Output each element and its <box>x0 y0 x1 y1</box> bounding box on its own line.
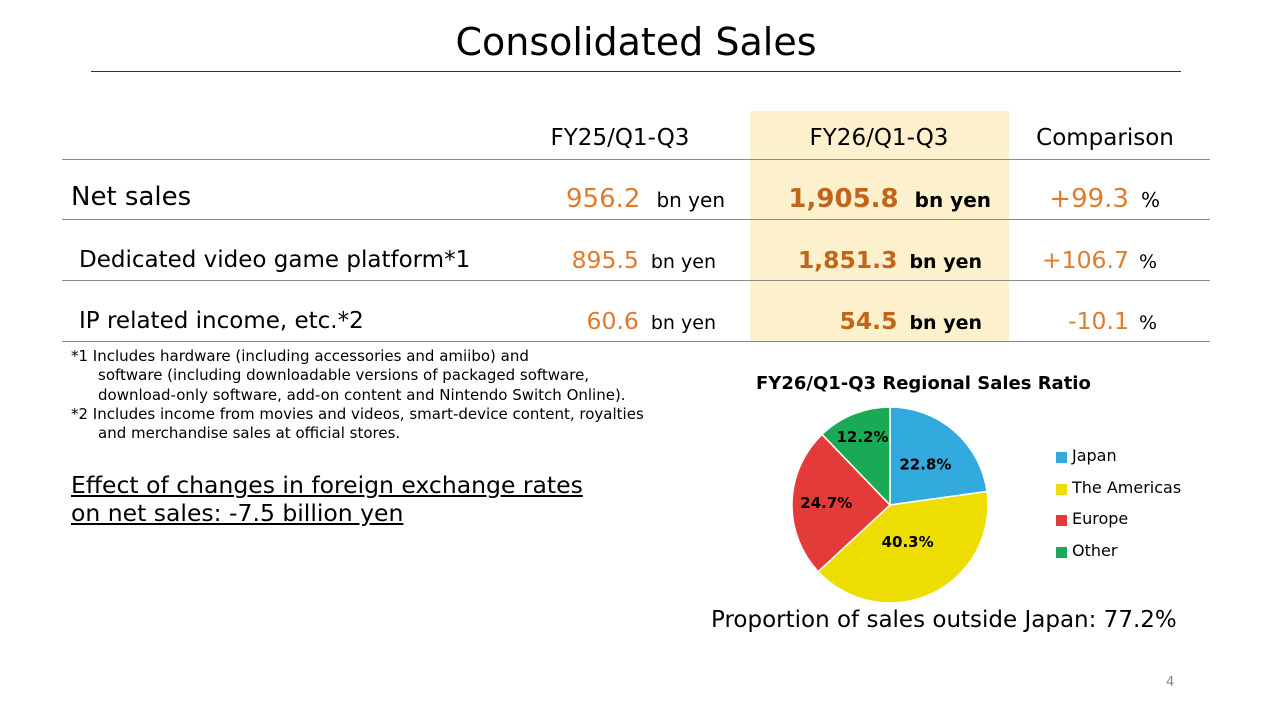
header-fy26: FY26/Q1-Q3 <box>809 125 949 151</box>
ip-fy26-value: 54.5 <box>839 307 898 335</box>
ip-comparison-unit: % <box>1138 312 1157 334</box>
footnote-1-line-2: software (including downloadable version… <box>98 366 590 385</box>
platform-comparison: +106.7% <box>1042 244 1157 279</box>
net-sales-comparison: +99.3% <box>1049 182 1160 219</box>
platform-fy25-value: 895.5 <box>571 246 639 274</box>
page-title: Consolidated Sales <box>455 20 817 64</box>
footnote-1-line-1: *1 Includes hardware (including accessor… <box>71 347 529 365</box>
platform-comparison-unit: % <box>1138 251 1157 273</box>
pie-label-japan: 22.8% <box>899 455 951 473</box>
legend-label-europe: Europe <box>1072 509 1129 528</box>
header-fy25: FY25/Q1-Q3 <box>550 125 690 151</box>
row-label-ip-income: IP related income, etc.*2 <box>79 308 364 334</box>
ip-fy26-unit: bn yen <box>909 312 982 334</box>
legend-label-japan: Japan <box>1072 446 1117 465</box>
pie-chart-title: FY26/Q1-Q3 Regional Sales Ratio <box>756 373 1091 394</box>
header-comparison: Comparison <box>1036 125 1174 151</box>
fx-effect-line-2: on net sales: -7.5 billion yen <box>71 499 404 527</box>
legend-label-other: Other <box>1072 540 1118 560</box>
footnote-2-line-2: and merchandise sales at official stores… <box>98 424 401 443</box>
platform-fy25: 895.5 bn yen <box>572 244 716 279</box>
page-number: 4 <box>1166 675 1175 690</box>
pie-slice-other <box>820 406 891 507</box>
legend-swatch-europe <box>1056 515 1067 526</box>
pie-label-the-americas: 40.3% <box>882 533 934 551</box>
pie-slice-europe <box>791 433 892 573</box>
table-rule-header <box>62 159 1210 160</box>
table-rule-row3 <box>62 341 1210 342</box>
legend-label-the-americas: The Americas <box>1072 477 1182 497</box>
net-sales-fy25: 956.2 bn yen <box>566 182 725 219</box>
net-sales-comparison-unit: % <box>1140 188 1160 212</box>
fx-effect-note: Effect of changes in foreign exchange ra… <box>71 471 583 527</box>
legend-swatch-japan <box>1056 452 1067 463</box>
regional-sales-pie-chart: 22.8% 40.3% 24.7% 12.2% <box>791 406 989 604</box>
footnotes: *1 Includes hardware (including accessor… <box>71 347 644 443</box>
net-sales-fy25-value: 956.2 <box>566 184 641 214</box>
row-label-net-sales: Net sales <box>71 182 192 212</box>
net-sales-fy26: 1,905.8 bn yen <box>788 182 991 219</box>
legend-swatch-the-americas <box>1056 483 1067 495</box>
ip-fy26: 54.5 bn yen <box>839 305 982 340</box>
ip-fy25: 60.6 bn yen <box>587 305 716 340</box>
net-sales-comparison-value: +99.3 <box>1049 184 1129 214</box>
footnote-1-line-3: download-only software, add-on content a… <box>98 385 626 404</box>
pie-slice-the-americas <box>817 490 989 604</box>
net-sales-fy25-unit: bn yen <box>656 188 725 212</box>
net-sales-fy26-value: 1,905.8 <box>788 184 899 214</box>
title-divider <box>91 71 1181 72</box>
table-rule-row1 <box>62 219 1210 220</box>
platform-comparison-value: +106.7 <box>1041 246 1129 274</box>
pie-label-europe: 24.7% <box>800 494 852 512</box>
platform-fy25-unit: bn yen <box>650 251 716 273</box>
platform-fy26-unit: bn yen <box>909 251 982 273</box>
platform-fy26: 1,851.3 bn yen <box>798 244 982 279</box>
pie-slice-japan <box>889 406 988 506</box>
pie-label-other: 12.2% <box>836 428 888 446</box>
ip-comparison: -10.1% <box>1068 305 1157 340</box>
ip-fy25-value: 60.6 <box>586 307 639 335</box>
outside-japan-proportion: Proportion of sales outside Japan: 77.2% <box>711 607 1177 633</box>
footnote-2-line-1: *2 Includes income from movies and video… <box>71 404 644 423</box>
fx-effect-line-1: Effect of changes in foreign exchange ra… <box>71 471 583 499</box>
platform-fy26-value: 1,851.3 <box>797 246 898 274</box>
ip-fy25-unit: bn yen <box>650 312 716 334</box>
legend-swatch-other <box>1056 546 1067 558</box>
ip-comparison-value: -10.1 <box>1068 307 1129 335</box>
table-rule-row2 <box>62 280 1210 281</box>
fy26-column-highlight <box>750 111 1009 341</box>
net-sales-fy26-unit: bn yen <box>914 188 991 212</box>
row-label-dedicated-platform: Dedicated video game platform*1 <box>79 247 471 273</box>
